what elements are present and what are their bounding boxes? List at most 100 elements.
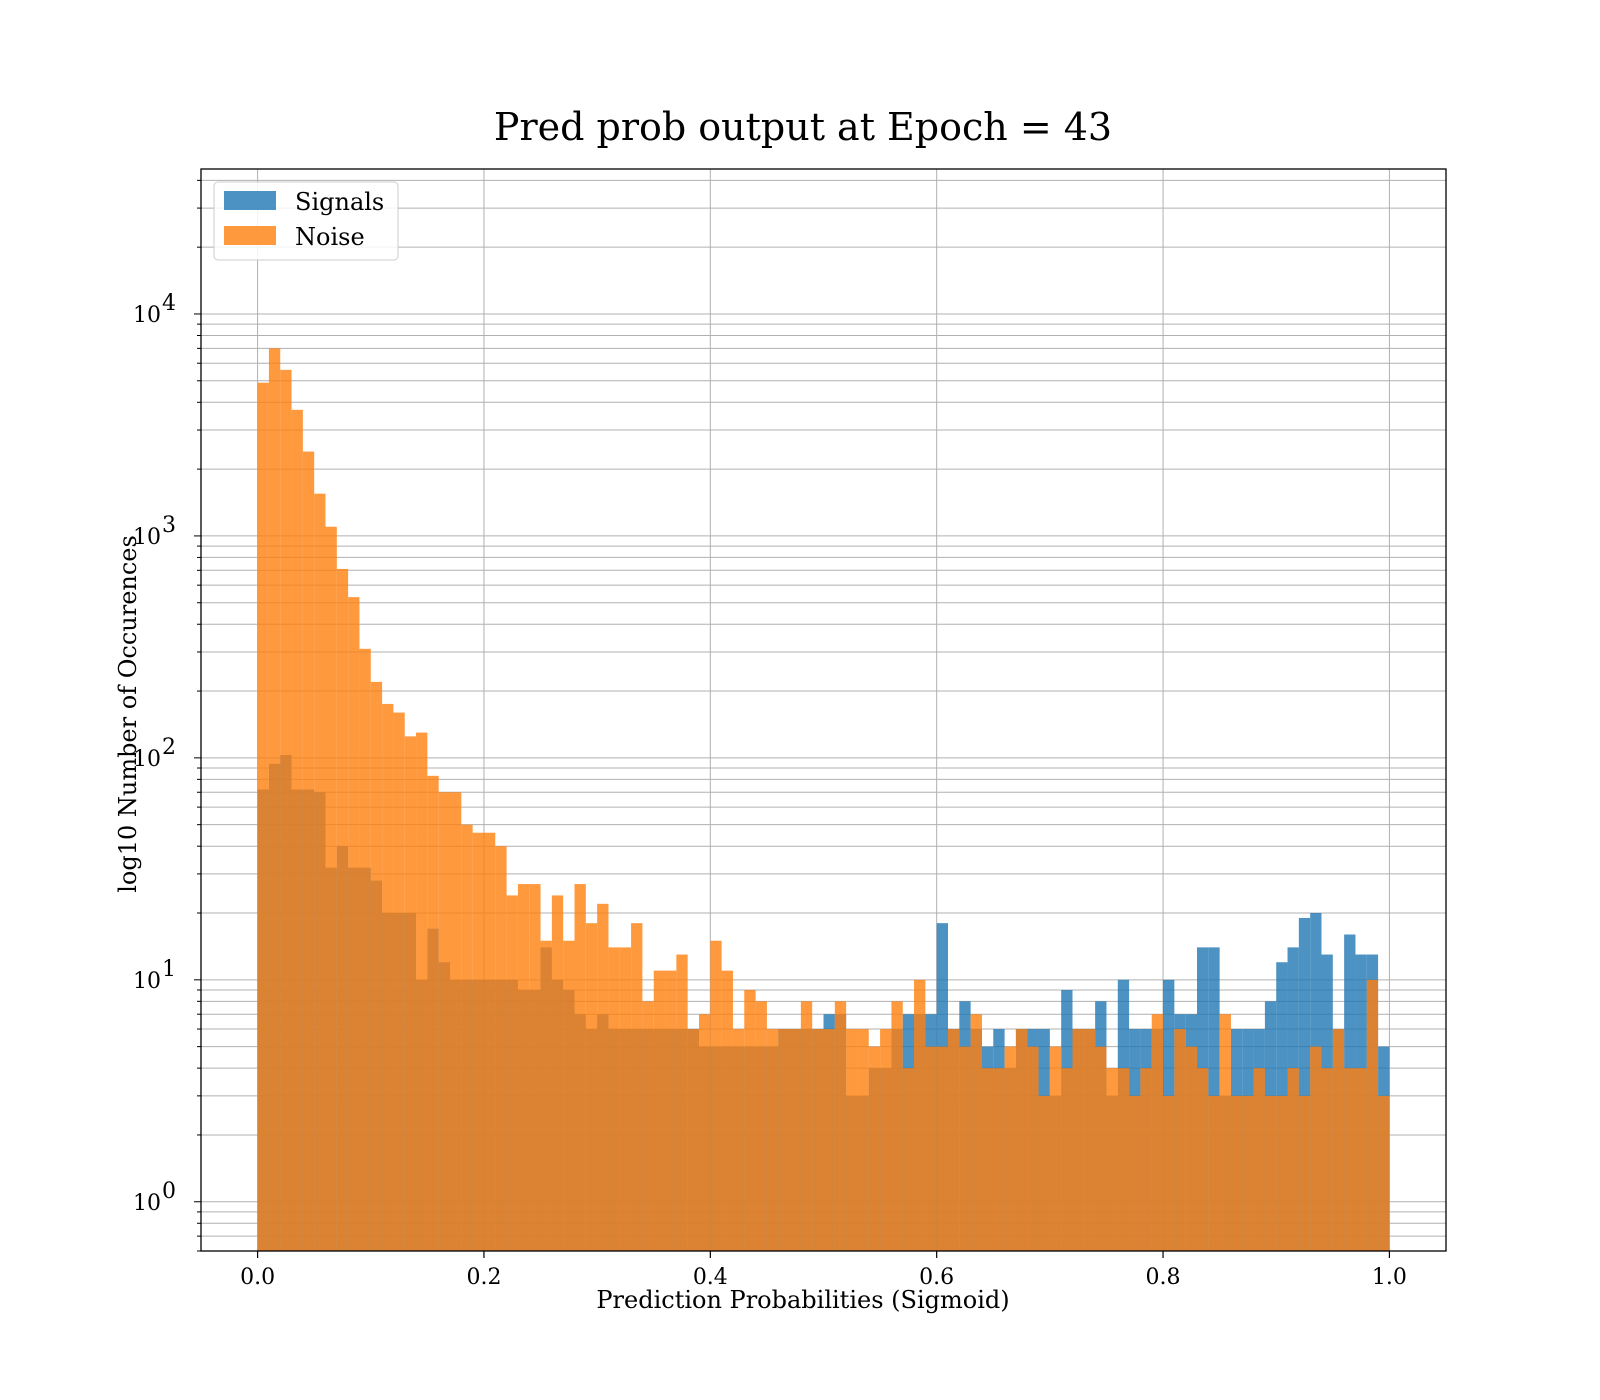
histogram-bar-noise [1276, 1095, 1288, 1251]
chart-title: Pred prob output at Epoch = 43 [494, 105, 1112, 149]
histogram-bar-noise [1378, 1095, 1390, 1251]
histogram-bar-noise [970, 1014, 982, 1251]
histogram-bar-noise [687, 1029, 699, 1251]
histogram-bar-noise [880, 1029, 892, 1251]
y-tick-exponent: 3 [162, 513, 176, 538]
histogram-bar-noise [1140, 1068, 1152, 1251]
histogram-bar-noise [1230, 1095, 1243, 1251]
histogram-bar-noise [1027, 1046, 1039, 1251]
histogram-bar-noise [1049, 1046, 1062, 1251]
histogram-bar-noise [710, 940, 722, 1251]
x-tick-label: 0.6 [919, 1265, 954, 1290]
legend-label-noise: Noise [295, 223, 365, 251]
histogram-bar-noise [699, 1014, 711, 1251]
y-tick-exponent: 1 [162, 957, 176, 982]
histogram-bar-noise [1004, 1046, 1016, 1251]
histogram-bar-noise [868, 1046, 881, 1251]
histogram-bar-noise [721, 970, 733, 1251]
histogram-bar-noise [461, 824, 473, 1251]
histogram-bar-noise [1095, 1046, 1107, 1251]
histogram-bar-noise [789, 1029, 801, 1251]
histogram-bar-noise [1072, 1029, 1084, 1251]
histogram-bar-noise [427, 775, 439, 1251]
histogram-bar-noise [744, 989, 756, 1251]
legend-label-signals: Signals [295, 188, 384, 216]
histogram-bar-noise [348, 597, 360, 1251]
histogram-bar-noise [325, 526, 337, 1251]
histogram-bars [257, 348, 1390, 1252]
y-tick-exponent: 2 [162, 735, 176, 760]
histogram-bar-noise [302, 451, 315, 1251]
histogram-bar-noise [1355, 1068, 1367, 1251]
series-noise [257, 348, 1390, 1252]
histogram-bar-noise [268, 348, 281, 1251]
histogram-bar-noise [585, 923, 598, 1251]
histogram-bar-noise [1151, 1014, 1164, 1251]
histogram-bar-noise [438, 792, 450, 1251]
histogram-bar-noise [1219, 1014, 1231, 1251]
histogram-bar-noise [959, 1046, 971, 1251]
histogram-bar-noise [755, 1001, 767, 1251]
x-tick-label: 0.0 [240, 1265, 275, 1290]
histogram-bar-noise [608, 947, 620, 1251]
histogram-bar-noise [574, 884, 586, 1251]
histogram-bar-noise [1264, 1095, 1277, 1251]
histogram-bar-noise [529, 884, 541, 1251]
histogram-bar-noise [1208, 1095, 1220, 1251]
histogram-bar-noise [563, 940, 575, 1251]
histogram-bar-noise [1117, 1068, 1130, 1251]
legend-swatch-signals [224, 191, 276, 210]
y-tick-label: 10 [133, 303, 161, 328]
legend-swatch-noise [224, 226, 276, 245]
histogram-bar-noise [1366, 979, 1379, 1251]
histogram-bar-noise [846, 1029, 858, 1251]
histogram-bar-noise [450, 792, 462, 1251]
histogram-bar-noise [1129, 1095, 1141, 1251]
histogram-bar-noise [778, 1029, 790, 1251]
histogram-bar-noise [1038, 1095, 1050, 1251]
histogram-bar-noise [1106, 1068, 1118, 1251]
histogram-bar-noise [653, 970, 666, 1251]
y-tick-label: 10 [133, 1191, 161, 1216]
histogram-bar-noise [472, 832, 484, 1251]
histogram-bar-noise [981, 1068, 994, 1251]
x-axis-label: Prediction Probabilities (Sigmoid) [596, 1286, 1009, 1314]
histogram-bar-noise [314, 493, 326, 1252]
histogram-bar-noise [948, 1029, 960, 1251]
histogram-bar-noise [1298, 1095, 1311, 1251]
histogram-bar-noise [834, 1001, 847, 1251]
histogram-bar-noise [1253, 1068, 1265, 1251]
histogram-bar-noise [936, 1046, 948, 1251]
histogram-bar-noise [1185, 1046, 1197, 1251]
histogram-bar-noise [823, 1029, 835, 1251]
histogram-bar-signals [1298, 917, 1311, 1251]
y-tick-label: 10 [133, 747, 161, 772]
histogram-bar-noise [993, 1068, 1005, 1251]
histogram-bar-noise [891, 1001, 903, 1251]
histogram-bar-noise [800, 1001, 813, 1251]
histogram-bar-noise [370, 681, 383, 1251]
histogram-bar-noise [495, 846, 507, 1251]
histogram-bar-noise [732, 1029, 745, 1251]
histogram-bar-noise [359, 648, 371, 1251]
histogram-bar-noise [382, 703, 394, 1251]
histogram-bar-noise [257, 382, 269, 1252]
x-tick-label: 0.2 [466, 1265, 501, 1290]
histogram-bar-noise [551, 895, 564, 1251]
histogram-bar-noise [902, 1068, 915, 1251]
y-axis-label: log10 Number of Occurences [114, 535, 142, 893]
legend: Signals Noise [213, 181, 399, 261]
histogram-bar-noise [280, 369, 292, 1252]
histogram-bar-noise [517, 884, 530, 1251]
histogram-bar-noise [631, 923, 643, 1251]
histogram-bar-noise [857, 1029, 869, 1251]
histogram-bar-noise [1197, 1068, 1209, 1251]
histogram-bar-noise [812, 1029, 824, 1251]
plot-area-frame [200, 168, 1447, 1252]
histogram-bar-noise [1321, 1068, 1333, 1251]
x-tick-label: 1.0 [1372, 1265, 1407, 1290]
y-tick-label: 10 [133, 969, 161, 994]
histogram-bar-noise [393, 712, 405, 1251]
